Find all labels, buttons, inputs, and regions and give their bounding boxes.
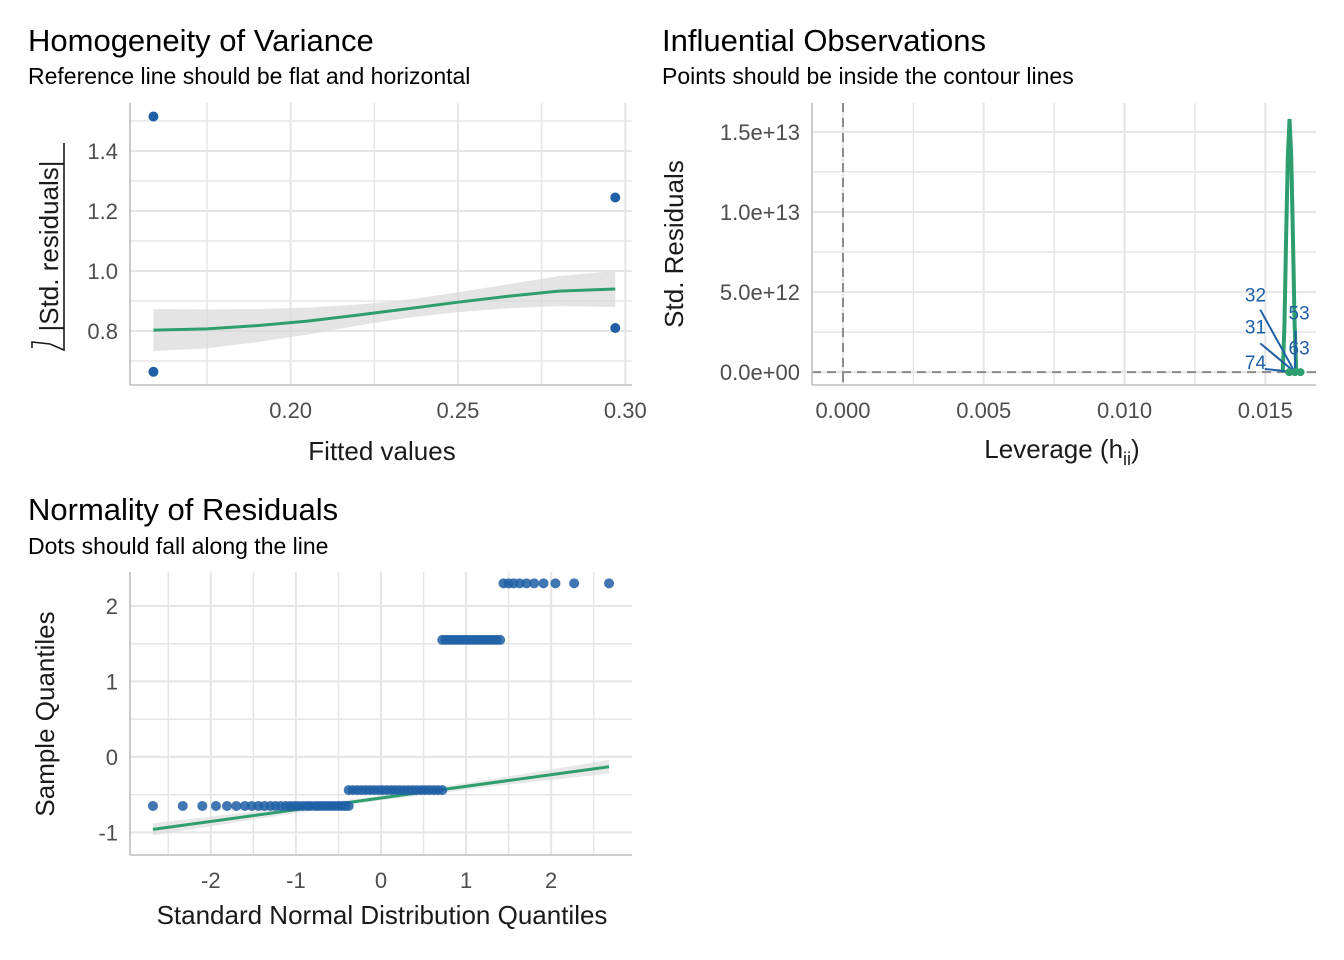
variance-x-label: Fitted values: [308, 436, 455, 466]
variance-y-label: |Std. residuals|: [31, 143, 65, 352]
qq-x-tick-label: 2: [545, 868, 557, 893]
qq-x-tick-label: 1: [460, 868, 472, 893]
variance-x-tick-label: 0.30: [604, 398, 647, 423]
sqrt-sign-icon: [31, 143, 65, 352]
influence-y-tick-label: 1.5e+13: [720, 120, 800, 145]
qq-y-tick-label: -1: [98, 820, 118, 845]
qq-point: [569, 578, 580, 589]
qq-point: [231, 800, 242, 811]
qq-point: [604, 578, 615, 589]
variance-title: Homogeneity of Variance: [28, 23, 374, 58]
qq-point: [197, 800, 208, 811]
qq-point: [177, 800, 188, 811]
variance-x-tick-label: 0.20: [269, 398, 312, 423]
variance-y-tick-label: 1.4: [87, 139, 118, 164]
influence-point: [1296, 368, 1305, 377]
variance-smooth-line: [153, 287, 616, 332]
qq-y-tick-label: 2: [106, 594, 118, 619]
qq-point: [147, 800, 158, 811]
qq-axes: -2 -1 0 1 2 -1 0 1 2: [98, 572, 632, 893]
influence-labels: 32 31 74 53 63: [1245, 286, 1310, 377]
qq-points: [147, 578, 615, 811]
qq-point: [343, 800, 354, 811]
influence-y-tick-label: 0.0e+00: [720, 360, 800, 385]
influence-x-tick-label: 0.015: [1238, 398, 1293, 423]
variance-point: [610, 323, 621, 333]
qq-point: [221, 800, 232, 811]
influence-label-segment: [1259, 342, 1296, 373]
variance-y-tick-label: 1.0: [87, 259, 118, 284]
influence-panel: Influential Observations Points should b…: [659, 23, 1316, 469]
influence-y-tick-label: 5.0e+12: [720, 280, 800, 305]
influence-point-label: 74: [1245, 353, 1267, 374]
qq-point: [437, 785, 448, 796]
variance-x-tick-label: 0.25: [437, 398, 480, 423]
qq-y-label: Sample Quantiles: [30, 611, 60, 816]
variance-point: [610, 192, 621, 203]
qq-y-tick-label: 1: [106, 669, 118, 694]
influence-y-tick-label: 1.0e+13: [720, 200, 800, 225]
variance-point: [148, 111, 159, 122]
influence-x-tick-label: 0.000: [815, 398, 870, 423]
influence-axes: 0.000 0.005 0.010 0.015 0.0e+00 5.0e+12 1.0e+1…: [720, 103, 1316, 423]
influence-x-label: Leverage (hii): [984, 434, 1139, 469]
qq-subtitle: Dots should fall along the line: [28, 533, 328, 559]
variance-panel: Homogeneity of Variance Reference line s…: [28, 23, 647, 466]
qq-x-tick-label: 0: [375, 868, 387, 893]
qq-point: [529, 578, 540, 589]
qq-point: [538, 578, 549, 589]
qq-reference-line: [152, 765, 610, 831]
qq-point: [521, 578, 532, 589]
variance-smooth-curve: [153, 287, 616, 332]
variance-subtitle: Reference line should be flat and horizo…: [28, 63, 470, 89]
influence-subtitle: Points should be inside the contour line…: [662, 63, 1074, 89]
qq-point: [210, 800, 221, 811]
influence-y-label: Std. Residuals: [659, 160, 689, 328]
influence-label-segment: [1259, 309, 1296, 373]
influence-contour-curve: [1280, 118, 1299, 373]
variance-points: [148, 111, 621, 377]
qq-x-tick-label: -2: [201, 868, 221, 893]
variance-y-tick-label: 0.8: [87, 319, 118, 344]
influence-label-segment: [1293, 330, 1297, 373]
influence-contour: [1280, 118, 1299, 373]
qq-y-tick-label: 0: [106, 745, 118, 770]
influence-point-label: 63: [1289, 339, 1310, 360]
qq-point: [550, 578, 561, 589]
qq-panel: Normality of Residuals Dots should fall …: [28, 492, 632, 930]
influence-x-label-sub: ii: [1123, 449, 1131, 469]
influence-x-tick-label: 0.010: [1097, 398, 1152, 423]
influence-point-label: 32: [1245, 286, 1266, 307]
qq-x-label: Standard Normal Distribution Quantiles: [157, 900, 608, 930]
influence-point: [1285, 368, 1294, 377]
influence-point-label: 31: [1245, 318, 1266, 339]
variance-point: [148, 366, 159, 377]
influence-point-label: 53: [1289, 303, 1310, 324]
influence-reference-lines: [812, 103, 1316, 385]
qq-grid: [130, 572, 632, 855]
variance-axes: 0.20 0.25 0.30 0.8 1.0 1.2 1.4: [87, 103, 647, 423]
qq-x-tick-label: -1: [286, 868, 306, 893]
qq-reference-line-stroke: [152, 765, 610, 831]
qq-point: [495, 634, 506, 645]
variance-y-tick-label: 1.2: [87, 199, 118, 224]
influence-x-label-main: Leverage (h: [984, 434, 1123, 464]
variance-y-label-text: |Std. residuals|: [34, 160, 64, 331]
influence-x-tick-label: 0.005: [956, 398, 1011, 423]
influence-point: [1290, 368, 1299, 377]
qq-title: Normality of Residuals: [28, 492, 338, 527]
influence-x-label-close: ): [1131, 434, 1140, 464]
influence-grid: [812, 103, 1316, 385]
influence-title: Influential Observations: [662, 23, 986, 58]
